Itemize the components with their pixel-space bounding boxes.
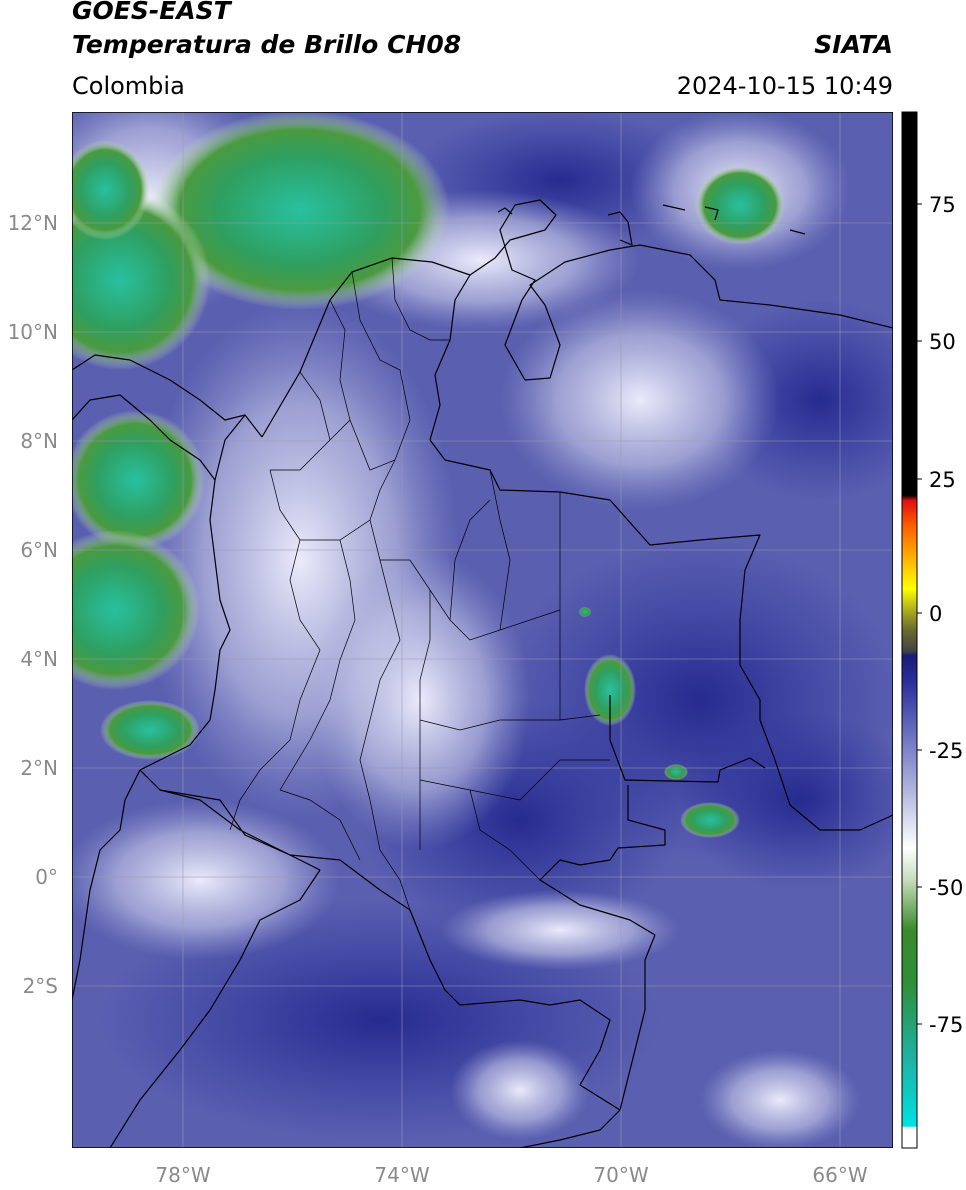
lat-label-8n: 8°N: [20, 429, 58, 453]
colorbar: 75 50 25 0 -25 -50 -75: [901, 111, 963, 1149]
lon-label-74w: 74°W: [374, 1163, 429, 1187]
colorbar-tick-minus75: -75: [929, 1013, 963, 1037]
lat-label-0: 0°: [35, 865, 58, 889]
lat-label-2n: 2°N: [20, 756, 58, 780]
colorbar-tick-25: 25: [929, 468, 956, 492]
product-title: Temperatura de Brillo CH08: [72, 30, 462, 59]
lat-label-6n: 6°N: [20, 538, 58, 562]
lon-label-66w: 66°W: [812, 1163, 867, 1187]
latitude-labels: 12°N 10°N 8°N 6°N 4°N 2°N 0° 2°S: [8, 211, 58, 998]
colorbar-tick-50: 50: [929, 330, 956, 354]
department-borders: [229, 257, 610, 911]
colorbar-tick-75: 75: [929, 193, 956, 217]
map-gridlines: [72, 112, 893, 1148]
datetime-label: 2024-10-15 10:49: [676, 72, 893, 100]
colorbar-gradient: [901, 111, 918, 1149]
lat-label-4n: 4°N: [20, 647, 58, 671]
colorbar-tick-minus50: -50: [929, 876, 963, 900]
satellite-image: [72, 112, 893, 1148]
colorbar-tick-minus25: -25: [929, 739, 963, 763]
country-borders: [72, 199, 893, 1148]
satellite-title: GOES-EAST: [72, 0, 231, 25]
lat-label-10n: 10°N: [8, 320, 58, 344]
region-label: Colombia: [72, 72, 185, 100]
lon-label-78w: 78°W: [155, 1163, 210, 1187]
lat-label-2s: 2°S: [23, 974, 58, 998]
lon-label-70w: 70°W: [593, 1163, 648, 1187]
agency-label: SIATA: [814, 30, 893, 59]
lat-label-12n: 12°N: [8, 211, 58, 235]
longitude-labels: 78°W 74°W 70°W 66°W: [155, 1163, 867, 1187]
colorbar-tick-0: 0: [929, 602, 942, 626]
